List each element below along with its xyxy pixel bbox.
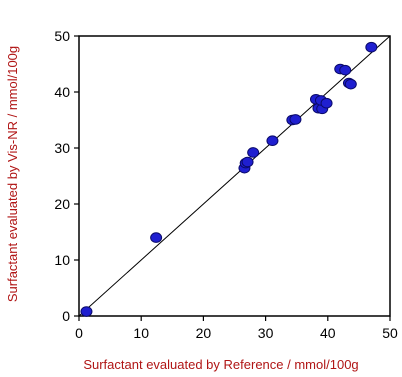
- y-axis-title: Surfactant evaluated by Vis-NR / mmol/10…: [5, 46, 20, 302]
- x-tick-label: 50: [382, 325, 398, 341]
- data-point: [241, 156, 254, 168]
- x-tick-label: 40: [320, 325, 336, 341]
- x-tick-label: 0: [75, 325, 83, 341]
- data-point: [339, 64, 352, 76]
- y-tick-label: 40: [54, 84, 70, 100]
- data-point: [320, 97, 333, 109]
- x-tick-label: 10: [133, 325, 149, 341]
- data-point: [344, 78, 357, 90]
- x-axis-title: Surfactant evaluated by Reference / mmol…: [83, 357, 358, 372]
- x-tick-label: 30: [258, 325, 274, 341]
- data-point: [150, 232, 163, 243]
- y-tick-label: 10: [54, 252, 70, 268]
- data-point: [365, 41, 378, 53]
- reference-line: [78, 35, 391, 317]
- plot-area: [78, 35, 391, 317]
- data-point: [80, 306, 93, 317]
- data-point: [247, 147, 260, 158]
- reference-line-layer: [78, 35, 391, 317]
- data-points: [80, 41, 378, 317]
- x-axis-ticks: 0 10 20 30 40 50: [75, 316, 398, 341]
- y-tick-label: 0: [62, 308, 70, 324]
- y-tick-label: 20: [54, 196, 70, 212]
- y-tick-label: 30: [54, 140, 70, 156]
- plot-border: [78, 35, 391, 317]
- data-point: [266, 135, 279, 147]
- x-tick-label: 20: [196, 325, 212, 341]
- y-tick-label: 50: [54, 28, 70, 44]
- y-axis-ticks: 0 10 20 30 40 50: [54, 28, 79, 324]
- data-point: [289, 114, 302, 125]
